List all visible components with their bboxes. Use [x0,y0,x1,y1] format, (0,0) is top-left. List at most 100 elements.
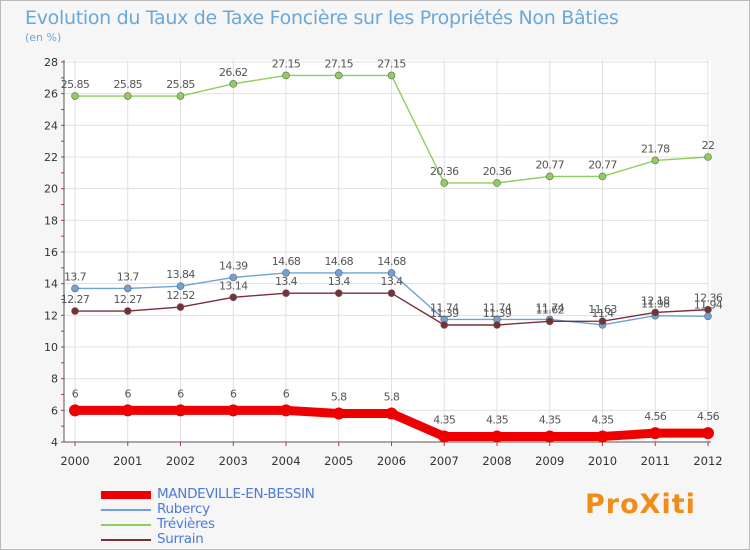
y-tick-label: 18 [44,214,58,227]
data-label-mandeville-en-bessin: 6 [283,387,290,400]
legend-item-mandeville-en-bessin: MANDEVILLE-EN-BESSIN [101,486,401,502]
data-label-surrain: 12.27 [114,293,143,306]
data-point-surrain [651,308,660,317]
data-point-mandeville-en-bessin [491,430,503,443]
data-point-rubercy [387,269,396,277]
x-tick-label: 2004 [271,454,300,468]
data-label-surrain: 13.4 [380,275,403,288]
data-point-trevieres [334,71,343,80]
data-label-surrain: 12.36 [694,292,723,305]
legend-label: Trévières [157,516,215,532]
data-point-trevieres [123,92,132,100]
data-label-mandeville-en-bessin: 4.35 [591,413,614,426]
y-tick-label: 24 [44,119,58,132]
legend-label: Rubercy [157,501,210,517]
data-label-surrain: 11.62 [536,303,565,316]
legend-item-rubercy: Rubercy [101,501,401,517]
data-label-surrain: 11.39 [430,307,459,320]
x-tick-label: 2011 [641,454,670,468]
data-label-mandeville-en-bessin: 5.8 [384,391,400,404]
data-point-surrain [229,293,238,302]
data-point-mandeville-en-bessin [121,404,134,417]
data-label-mandeville-en-bessin: 4.35 [539,413,562,426]
data-point-trevieres [440,179,449,187]
x-tick-label: 2000 [60,454,89,468]
data-label-mandeville-en-bessin: 4.56 [644,410,667,423]
data-point-mandeville-en-bessin [543,430,556,443]
data-label-trevieres: 20.77 [588,158,617,171]
data-point-rubercy [282,269,290,277]
data-label-rubercy: 11.74 [430,301,459,314]
proxiti-logo: ProXiti [585,489,696,520]
data-point-trevieres [387,71,396,80]
data-point-surrain [704,305,712,314]
data-label-mandeville-en-bessin: 6 [125,387,132,400]
x-tick-label: 2010 [588,454,617,468]
data-point-mandeville-en-bessin [69,404,81,417]
data-label-rubercy: 11.74 [536,301,565,314]
legend-label: Surrain [157,531,204,547]
data-point-surrain [493,321,501,329]
data-point-surrain [176,303,185,311]
data-point-trevieres [493,179,501,187]
data-label-trevieres: 27.15 [325,57,354,70]
data-label-rubercy: 11.4 [591,307,614,320]
data-point-mandeville-en-bessin [438,430,451,443]
data-label-trevieres: 22 [702,139,715,152]
data-label-surrain: 13.4 [328,275,351,288]
data-label-mandeville-en-bessin: 4.56 [697,410,720,423]
data-label-trevieres: 20.77 [536,158,565,171]
data-point-surrain [334,289,343,297]
data-label-mandeville-en-bessin: 4.35 [486,413,509,426]
legend-swatch [101,539,151,541]
y-tick-label: 20 [44,183,58,196]
data-point-mandeville-en-bessin [702,427,714,440]
y-tick-label: 6 [51,404,58,417]
data-point-surrain [123,307,132,315]
data-point-surrain [71,307,79,315]
data-label-trevieres: 20.36 [430,165,459,178]
data-label-surrain: 11.63 [588,303,617,316]
data-label-mandeville-en-bessin: 6 [230,387,237,400]
data-label-rubercy: 14.39 [219,259,248,272]
y-tick-label: 10 [44,341,58,354]
y-tick-label: 26 [44,88,58,101]
data-point-rubercy [176,282,185,291]
data-point-rubercy [123,284,132,293]
data-label-mandeville-en-bessin: 6 [177,387,184,400]
data-label-trevieres: 25.85 [61,78,90,91]
data-point-trevieres [229,80,238,88]
x-tick-label: 2005 [324,454,353,468]
data-label-mandeville-en-bessin: 6 [72,387,79,400]
chart-unit-label: (en %) [25,31,62,44]
chart-legend: MANDEVILLE-EN-BESSIN Rubercy Trévières Surr… [101,486,401,547]
data-label-trevieres: 21.78 [641,142,670,155]
data-label-rubercy: 14.68 [377,255,406,268]
data-point-surrain [282,289,290,297]
data-point-surrain [598,317,607,325]
data-label-trevieres: 25.85 [166,78,195,91]
data-point-mandeville-en-bessin [280,404,292,417]
x-tick-label: 2009 [535,454,564,468]
chart-title: Evolution du Taux de Taxe Foncière sur l… [25,7,619,29]
x-tick-label: 2008 [482,454,511,468]
data-label-surrain: 12.52 [166,289,195,302]
x-tick-label: 2012 [693,454,722,468]
data-point-trevieres [282,71,290,80]
data-point-trevieres [176,92,185,100]
legend-item-trevieres: Trévières [101,516,401,532]
legend-swatch [101,524,151,526]
data-point-mandeville-en-bessin [649,427,662,440]
data-label-trevieres: 27.15 [272,57,301,70]
data-label-trevieres: 27.15 [377,57,406,70]
data-label-rubercy: 13.7 [64,270,87,283]
data-label-rubercy: 11.98 [641,298,670,311]
y-tick-label: 4 [51,436,58,449]
legend-label: MANDEVILLE-EN-BESSIN [157,486,315,502]
data-label-rubercy: 11.94 [694,298,723,311]
data-point-trevieres [71,92,79,100]
y-tick-label: 12 [44,309,58,322]
x-tick-label: 2002 [166,454,195,468]
